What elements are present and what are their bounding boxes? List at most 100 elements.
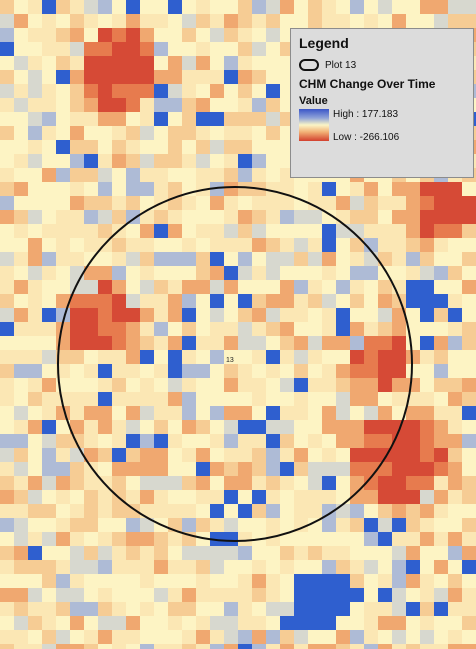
raster-cell [434, 434, 448, 448]
raster-cell [0, 126, 14, 140]
raster-cell [84, 490, 98, 504]
raster-cell [462, 490, 476, 504]
raster-cell [126, 350, 140, 364]
raster-cell [84, 126, 98, 140]
raster-cell [210, 630, 224, 644]
raster-cell [238, 364, 252, 378]
raster-cell [252, 336, 266, 350]
raster-cell [364, 546, 378, 560]
raster-cell [140, 378, 154, 392]
raster-cell [364, 336, 378, 350]
raster-cell [70, 560, 84, 574]
raster-cell [126, 406, 140, 420]
raster-cell [70, 322, 84, 336]
raster-cell [56, 112, 70, 126]
raster-cell [196, 350, 210, 364]
raster-cell [42, 280, 56, 294]
raster-cell [308, 518, 322, 532]
raster-cell [350, 14, 364, 28]
raster-cell [224, 168, 238, 182]
raster-cell [224, 42, 238, 56]
legend-low-label: Low : -266.106 [333, 132, 400, 143]
raster-cell [14, 336, 28, 350]
raster-cell [392, 350, 406, 364]
raster-cell [406, 490, 420, 504]
raster-cell [308, 434, 322, 448]
raster-cell [168, 252, 182, 266]
raster-cell [84, 224, 98, 238]
raster-cell [406, 574, 420, 588]
raster-cell [224, 476, 238, 490]
raster-cell [420, 364, 434, 378]
raster-cell [0, 434, 14, 448]
raster-cell [140, 462, 154, 476]
legend-title: Legend [299, 35, 349, 51]
raster-cell [252, 14, 266, 28]
raster-cell [392, 0, 406, 14]
raster-cell [182, 322, 196, 336]
raster-cell [126, 378, 140, 392]
raster-cell [56, 560, 70, 574]
raster-cell [308, 574, 322, 588]
raster-cell [462, 322, 476, 336]
raster-cell [70, 588, 84, 602]
raster-cell [98, 462, 112, 476]
raster-cell [140, 350, 154, 364]
raster-cell [238, 504, 252, 518]
raster-cell [210, 294, 224, 308]
raster-cell [294, 364, 308, 378]
raster-cell [392, 14, 406, 28]
raster-cell [252, 350, 266, 364]
raster-cell [364, 308, 378, 322]
raster-cell [280, 560, 294, 574]
raster-cell [70, 42, 84, 56]
map-legend: Legend Plot 13 CHM Change Over Time Valu… [290, 28, 474, 178]
raster-cell [84, 98, 98, 112]
raster-cell [252, 140, 266, 154]
raster-cell [378, 588, 392, 602]
raster-cell [140, 280, 154, 294]
raster-cell [350, 574, 364, 588]
raster-cell [154, 406, 168, 420]
raster-cell [308, 308, 322, 322]
raster-cell [42, 140, 56, 154]
raster-cell [210, 140, 224, 154]
raster-cell [0, 588, 14, 602]
raster-cell [98, 210, 112, 224]
raster-cell [336, 518, 350, 532]
raster-cell [462, 546, 476, 560]
raster-cell [140, 182, 154, 196]
raster-cell [98, 546, 112, 560]
raster-cell [448, 364, 462, 378]
raster-cell [266, 266, 280, 280]
raster-cell [28, 322, 42, 336]
raster-cell [14, 28, 28, 42]
raster-cell [266, 434, 280, 448]
raster-cell [0, 504, 14, 518]
raster-cell [182, 588, 196, 602]
raster-cell [280, 616, 294, 630]
raster-cell [140, 210, 154, 224]
raster-cell [392, 378, 406, 392]
raster-cell [70, 210, 84, 224]
raster-cell [42, 210, 56, 224]
raster-cell [294, 434, 308, 448]
raster-cell [84, 112, 98, 126]
raster-cell [112, 574, 126, 588]
raster-cell [294, 308, 308, 322]
raster-cell [434, 588, 448, 602]
raster-cell [84, 406, 98, 420]
raster-cell [42, 252, 56, 266]
raster-cell [378, 350, 392, 364]
raster-cell [126, 602, 140, 616]
raster-cell [294, 14, 308, 28]
raster-cell [196, 504, 210, 518]
raster-cell [28, 560, 42, 574]
raster-cell [294, 378, 308, 392]
raster-cell [126, 28, 140, 42]
raster-cell [42, 630, 56, 644]
raster-cell [0, 294, 14, 308]
raster-cell [266, 84, 280, 98]
raster-cell [70, 266, 84, 280]
raster-cell [168, 476, 182, 490]
